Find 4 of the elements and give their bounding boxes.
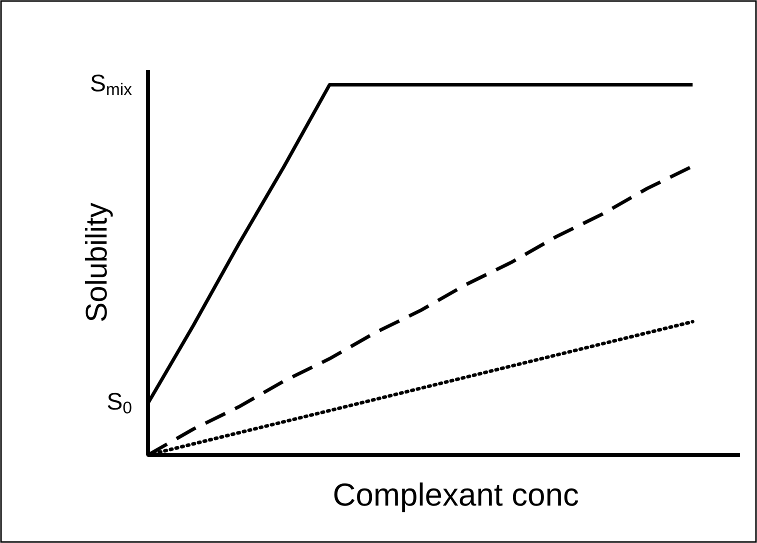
x-axis-title: Complexant conc [334,482,578,512]
text: S$_{0}$ [108,392,132,414]
y-axis-title: Solubility [84,202,113,321]
text: S$_{mix}$ [91,74,132,95]
